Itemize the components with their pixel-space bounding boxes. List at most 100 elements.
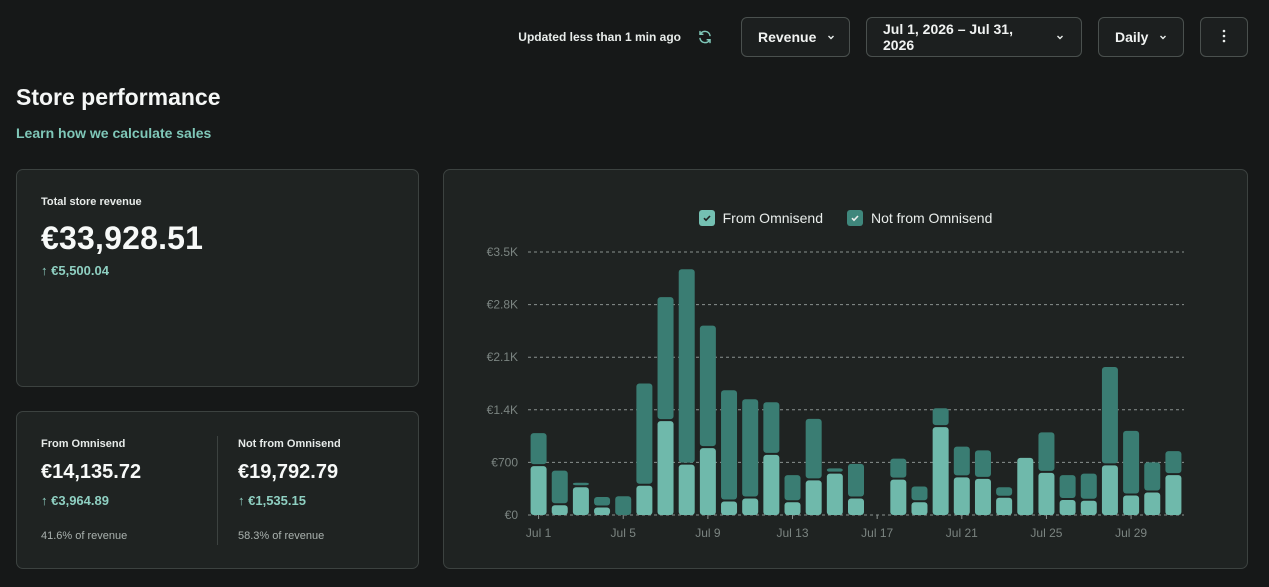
date-range-label: Jul 1, 2026 – Jul 31, 2026	[883, 21, 1013, 53]
not-from-omnisend-share-suffix: of revenue	[272, 530, 325, 542]
bar-not-from-omnisend[interactable]	[1165, 451, 1182, 474]
arrow-up-icon: ↑	[238, 493, 245, 508]
bar-from-omnisend[interactable]	[826, 473, 843, 515]
bar-not-from-omnisend[interactable]	[615, 496, 632, 515]
bar-not-from-omnisend[interactable]	[1123, 430, 1140, 494]
bar-from-omnisend[interactable]	[1080, 500, 1097, 515]
bar-from-omnisend[interactable]	[805, 480, 822, 515]
not-from-omnisend-delta-value: €1,535.15	[248, 493, 306, 508]
bar-not-from-omnisend[interactable]	[805, 418, 822, 479]
bar-from-omnisend[interactable]	[742, 498, 759, 515]
bar-not-from-omnisend[interactable]	[890, 458, 907, 478]
more-options-button[interactable]	[1200, 17, 1248, 57]
bar-from-omnisend[interactable]	[1017, 457, 1034, 515]
y-tick-label: €2.1K	[487, 350, 518, 364]
bar-from-omnisend[interactable]	[551, 505, 568, 515]
bar-from-omnisend[interactable]	[1123, 495, 1140, 515]
bar-from-omnisend[interactable]	[890, 479, 907, 515]
updated-status: Updated less than 1 min ago	[518, 30, 681, 44]
bar-from-omnisend[interactable]	[784, 502, 801, 515]
bar-not-from-omnisend[interactable]	[572, 482, 589, 486]
total-revenue-label: Total store revenue	[41, 196, 142, 208]
bar-not-from-omnisend[interactable]	[763, 402, 780, 453]
toolbar: Updated less than 1 min ago Revenue Jul …	[518, 17, 1248, 57]
bar-from-omnisend[interactable]	[1144, 492, 1161, 515]
from-omnisend-value: €14,135.72	[41, 461, 142, 483]
not-from-omnisend-share-pct: 58.3%	[238, 530, 270, 542]
refresh-icon[interactable]	[695, 27, 715, 47]
bar-from-omnisend[interactable]	[594, 507, 611, 515]
bar-not-from-omnisend[interactable]	[530, 433, 547, 465]
granularity-dropdown[interactable]: Daily	[1098, 17, 1184, 57]
bar-from-omnisend[interactable]	[953, 477, 970, 515]
bar-not-from-omnisend[interactable]	[657, 297, 674, 420]
bar-not-from-omnisend[interactable]	[594, 496, 611, 506]
chevron-down-icon	[826, 32, 836, 42]
bar-not-from-omnisend[interactable]	[932, 408, 949, 426]
bar-not-from-omnisend[interactable]	[784, 475, 801, 501]
bar-from-omnisend[interactable]	[1059, 499, 1076, 515]
page-title: Store performance	[16, 84, 221, 110]
bar-not-from-omnisend[interactable]	[551, 470, 568, 504]
bar-from-omnisend[interactable]	[911, 502, 928, 515]
checkbox-checked-icon[interactable]	[698, 210, 715, 226]
bar-from-omnisend[interactable]	[678, 464, 695, 515]
x-tick-label: Jul 5	[611, 526, 637, 540]
bar-not-from-omnisend[interactable]	[1038, 432, 1055, 471]
y-tick-label: €2.8K	[487, 298, 518, 312]
bar-from-omnisend[interactable]	[657, 421, 674, 515]
x-tick-label: Jul 17	[861, 526, 893, 540]
revenue-bar-chart: €0 €700 €1.4K €2.1K €2.8K €3.5K Jul 1 Jul 5 Jul …	[487, 245, 1184, 540]
bar-not-from-omnisend[interactable]	[974, 450, 991, 477]
bar-not-from-omnisend[interactable]	[742, 399, 759, 497]
bar-from-omnisend[interactable]	[636, 485, 653, 515]
legend-from-omnisend[interactable]: From Omnisend	[698, 210, 823, 226]
bar-not-from-omnisend[interactable]	[848, 463, 864, 497]
bar-not-from-omnisend[interactable]	[911, 486, 928, 501]
not-from-omnisend-label: Not from Omnisend	[238, 438, 341, 450]
bar-from-omnisend[interactable]	[721, 501, 738, 515]
legend-from-omnisend-label: From Omnisend	[722, 210, 823, 226]
learn-calc-link[interactable]: Learn how we calculate sales	[16, 125, 212, 141]
metric-dropdown[interactable]: Revenue	[741, 17, 850, 57]
bar-from-omnisend[interactable]	[530, 466, 547, 515]
arrow-up-icon: ↑	[41, 493, 48, 508]
bar-not-from-omnisend[interactable]	[721, 390, 738, 500]
bar-not-from-omnisend[interactable]	[953, 446, 970, 476]
x-tick-label: Jul 1	[526, 526, 552, 540]
legend-not-from-omnisend[interactable]: Not from Omnisend	[846, 210, 993, 226]
bar-from-omnisend[interactable]	[932, 427, 949, 515]
bar-from-omnisend[interactable]	[572, 487, 589, 515]
bar-not-from-omnisend[interactable]	[1144, 462, 1161, 491]
x-tick-label: Jul 25	[1030, 526, 1062, 540]
x-tick-label: Jul 21	[946, 526, 978, 540]
revenue-split-card: From Omnisend €14,135.72 ↑ €3,964.89 41.…	[16, 411, 419, 569]
bar-not-from-omnisend[interactable]	[996, 487, 1013, 496]
checkbox-checked-icon[interactable]	[846, 210, 863, 226]
bar-not-from-omnisend[interactable]	[1101, 366, 1118, 464]
chevron-down-icon	[1158, 32, 1168, 42]
bar-not-from-omnisend[interactable]	[1059, 475, 1076, 498]
chevron-down-icon	[1055, 32, 1065, 42]
arrow-up-icon: ↑	[41, 263, 48, 278]
bar-from-omnisend[interactable]	[848, 498, 864, 515]
total-revenue-value: €33,928.51	[41, 220, 204, 256]
bar-from-omnisend[interactable]	[996, 497, 1013, 515]
bar-not-from-omnisend[interactable]	[636, 383, 653, 484]
bar-not-from-omnisend[interactable]	[699, 325, 716, 447]
divider	[217, 436, 218, 545]
bar-not-from-omnisend[interactable]	[1080, 473, 1097, 499]
bar-not-from-omnisend[interactable]	[826, 468, 843, 472]
legend-not-from-omnisend-label: Not from Omnisend	[870, 210, 993, 226]
bar-from-omnisend[interactable]	[763, 454, 780, 515]
bar-from-omnisend[interactable]	[699, 448, 716, 515]
revenue-chart-card: From Omnisend Not from Omnisend €0 €700 €1…	[443, 169, 1248, 569]
bar-from-omnisend[interactable]	[974, 478, 991, 515]
bar-not-from-omnisend[interactable]	[678, 269, 695, 463]
y-tick-label: €700	[491, 455, 518, 469]
bar-from-omnisend[interactable]	[1101, 465, 1118, 515]
date-range-picker[interactable]: Jul 1, 2026 – Jul 31, 2026	[866, 17, 1082, 57]
bar-from-omnisend[interactable]	[1165, 475, 1182, 515]
bar-from-omnisend[interactable]	[1038, 472, 1055, 515]
x-tick-label: Jul 13	[777, 526, 809, 540]
